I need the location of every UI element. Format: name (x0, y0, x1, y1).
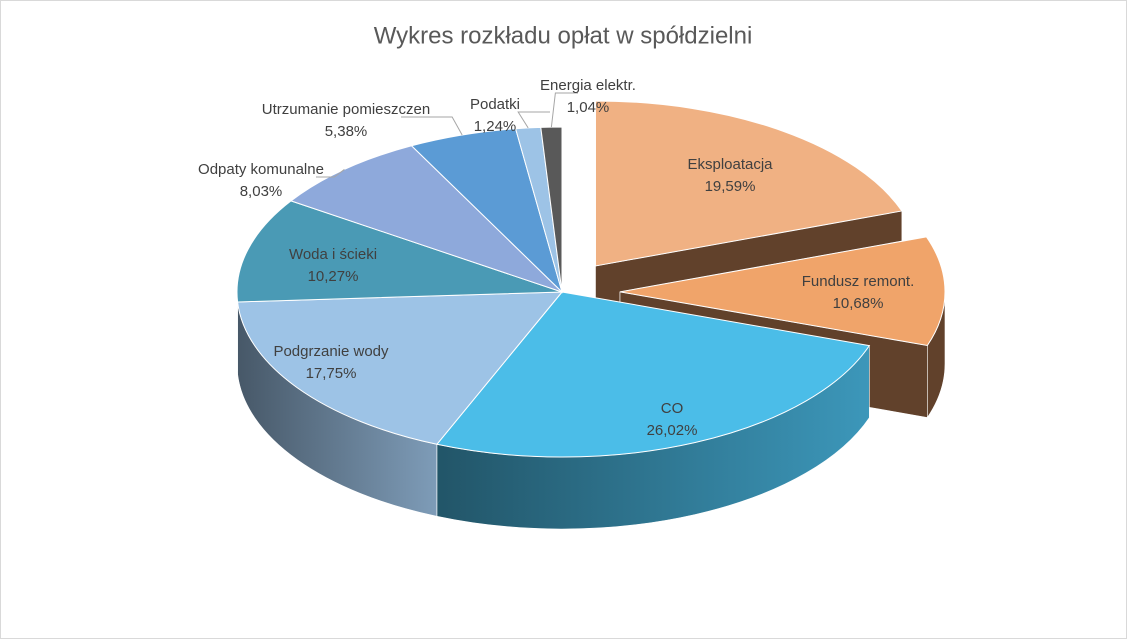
slice-value-label: 8,03% (240, 183, 283, 200)
slice-label: Podgrzanie wody (273, 343, 389, 360)
leader-line (550, 92, 578, 128)
slice-label: Odpaty komunalne (198, 161, 324, 178)
slice-value-label: 5,38% (325, 123, 368, 140)
slice-label: Fundusz remont. (802, 273, 915, 290)
pie-tops (236, 100, 946, 458)
slice-label: Eksploatacja (687, 156, 773, 173)
slice-label: CO (661, 400, 684, 417)
slice-label: Podatki (470, 96, 520, 113)
slice-label: Woda i ścieki (289, 246, 377, 263)
slice-value-label: 10,68% (833, 295, 884, 312)
slice-label: Energia elektr. (540, 77, 636, 94)
slice-value-label: 19,59% (705, 178, 756, 195)
slice (237, 291, 564, 445)
slice (619, 236, 946, 347)
slice-value-label: 1,24% (474, 118, 517, 135)
slice-value-label: 17,75% (306, 365, 357, 382)
slice-value-label: 1,04% (567, 99, 610, 116)
slice-label: Utrzumanie pomieszczen (262, 101, 430, 118)
pie-labels: Eksploatacja 19,59% Fundusz remont. 10,68% C… (198, 77, 914, 439)
slice (594, 100, 903, 267)
leader-line (517, 111, 550, 129)
slice (236, 200, 563, 303)
chart-title: Wykres rozkładu opłat w spółdzielni (374, 22, 753, 49)
slice-value-label: 26,02% (647, 422, 698, 439)
slice (289, 145, 563, 293)
leader-line (401, 116, 463, 136)
slice-value-label: 10,27% (308, 268, 359, 285)
slice (435, 291, 871, 458)
leader-line (316, 169, 345, 178)
